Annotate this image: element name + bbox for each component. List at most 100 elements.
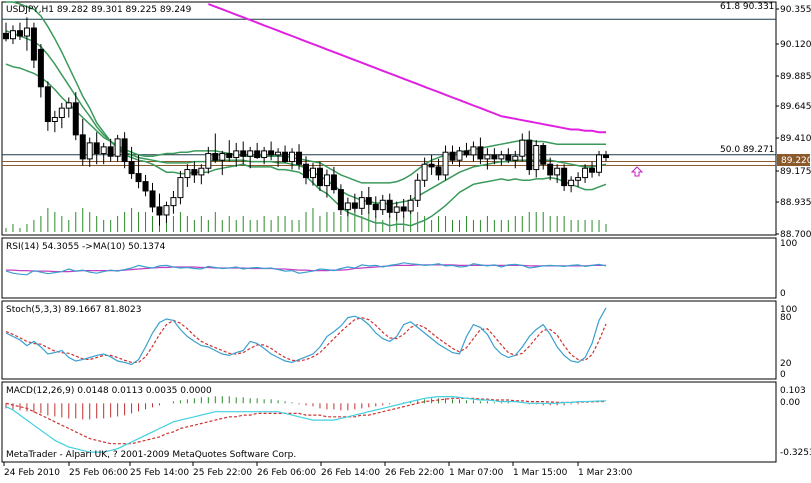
rsi-y-tick-label: 0 (780, 289, 786, 299)
current-price-tag: 89.220 (781, 156, 811, 166)
candle-body (309, 167, 316, 179)
candle-body (86, 142, 93, 160)
candle-body (449, 151, 456, 161)
moving-average-line (207, 3, 606, 134)
candle-body (44, 86, 51, 123)
stoch-y-tick-label: 20 (780, 359, 792, 369)
candle-body (72, 102, 79, 136)
candle-body (512, 155, 519, 161)
candle-body (463, 150, 470, 156)
main-price-series (2, 1, 776, 232)
candle-body (582, 167, 589, 179)
candle-body (142, 181, 149, 192)
candle-body (498, 154, 505, 160)
candle-body (184, 169, 191, 179)
candle-body (37, 48, 44, 88)
candle-body (386, 199, 393, 213)
rsi-series (5, 262, 607, 276)
candle-body (198, 167, 205, 176)
candle-body (400, 206, 407, 212)
copyright-text: MetaTrader - Alpari UK, ? 2001-2009 Meta… (6, 450, 296, 460)
x-tick-label: 1 Mar 15:00 (513, 468, 568, 478)
x-tick-label: 25 Feb 06:00 (69, 468, 128, 478)
macd-y-tick-label: 0.103 (780, 386, 806, 396)
stoch-panel[interactable] (1, 300, 777, 380)
candle-body (9, 30, 16, 40)
candle-body (540, 145, 547, 165)
candle-body (351, 202, 358, 209)
candle-body (212, 153, 219, 161)
candle-body (254, 150, 261, 159)
candle-body (470, 146, 477, 156)
candle-body (93, 142, 100, 155)
candle-body (323, 174, 330, 187)
candle-body (330, 174, 337, 191)
candle-body (100, 146, 107, 155)
macd-series (5, 396, 607, 453)
main-price-panel[interactable] (1, 1, 777, 236)
main-y-tick-label: 90.355 (780, 5, 811, 15)
candle-body (407, 199, 414, 212)
x-tick-label: 26 Feb 22:00 (385, 468, 444, 478)
candle-body (379, 199, 386, 211)
candle-body (421, 163, 428, 181)
candle-body (135, 173, 142, 183)
candle-body (337, 189, 344, 211)
stoch-y-tick-label: 100 (780, 305, 797, 315)
candle-body (435, 166, 442, 176)
candle-body (533, 145, 540, 171)
macd-main-line (5, 396, 607, 453)
main-y-tick-label: 89.885 (780, 72, 811, 82)
candle-body (233, 150, 240, 159)
main-y-tick-label: 88.935 (780, 198, 811, 208)
x-tick-label: 24 Feb 2010 (4, 468, 60, 478)
candle-body (526, 139, 533, 171)
candle-body (219, 153, 226, 161)
symbol-header: USDJPY,H1 89.282 89.301 89.225 89.249 (6, 5, 192, 15)
macd-header: MACD(12,26,9) 0.0148 0.0113 0.0035 0.000… (6, 386, 212, 396)
candle-body (58, 107, 65, 118)
candle-body (3, 32, 9, 40)
x-tick-label: 26 Feb 06:00 (257, 468, 316, 478)
candle-body (303, 163, 309, 179)
candle-body (554, 167, 561, 176)
candle-body (121, 138, 128, 163)
candle-body (114, 138, 121, 157)
main-y-tick-label: 89.410 (780, 134, 811, 144)
candle-body (344, 202, 351, 211)
macd-panel[interactable] (1, 381, 777, 463)
stoch-y-tick-label: 0 (780, 370, 786, 380)
rsi-line (5, 262, 607, 276)
candle-body (484, 154, 491, 160)
x-tick-label: 25 Feb 14:00 (130, 468, 189, 478)
x-tick-label: 1 Mar 07:00 (449, 468, 504, 478)
candle-body (589, 167, 596, 173)
main-y-tick-label: 90.120 (780, 40, 811, 50)
axis-labels: 90.355 90.120 89.885 89.645 89.410 89.175 88.9… (3, 5, 811, 478)
x-tick-label: 1 Mar 23:00 (578, 468, 633, 478)
candle-body (128, 161, 135, 175)
x-tick-label: 26 Feb 14:00 (321, 468, 380, 478)
candle-body (170, 197, 177, 207)
up-arrow-icon[interactable] (630, 166, 644, 177)
candle-body (456, 150, 463, 161)
candle-body (240, 150, 247, 157)
stoch-main-line (5, 307, 607, 366)
candle-body (247, 150, 254, 157)
candle-body (414, 179, 421, 201)
candle-body (358, 197, 365, 209)
candle-body (191, 169, 198, 176)
stoch-series (5, 307, 607, 366)
macd-y-tick-label: 0.00 (780, 398, 800, 408)
candle-body (603, 154, 609, 159)
macd-y-tick-label: -0.3253 (780, 448, 811, 458)
candle-body (547, 163, 554, 176)
fib-500-label: 50.0 89.271 (720, 145, 774, 155)
candle-body (561, 167, 568, 187)
candle-body (261, 150, 268, 159)
candle-body (428, 163, 435, 168)
rsi-header: RSI(14) 54.3055 ->MA(10) 50.1374 (6, 242, 166, 252)
candle-body (296, 151, 303, 165)
